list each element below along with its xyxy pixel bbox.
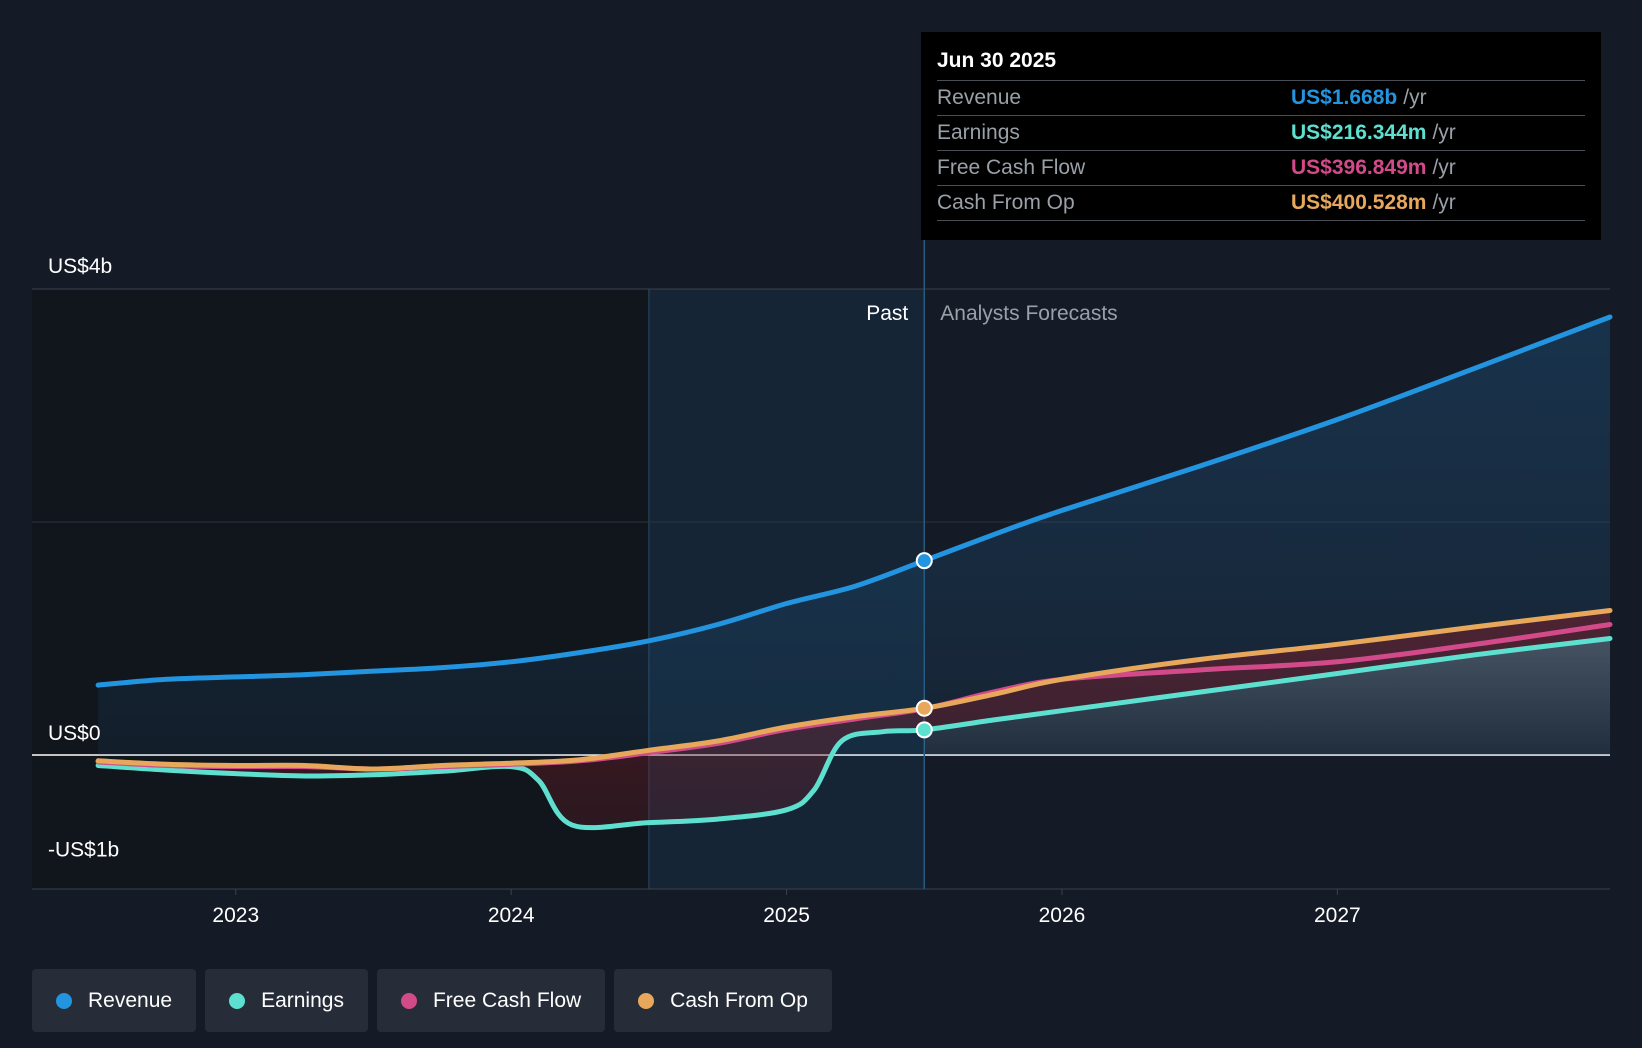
- x-tick-label: 2025: [763, 904, 810, 927]
- revenue-dot-icon: [56, 992, 72, 1009]
- tooltip-value: US$216.344m: [1291, 121, 1427, 144]
- tooltip-unit: /yr: [1403, 86, 1427, 109]
- legend-label: Earnings: [261, 988, 344, 1012]
- tooltip-unit: /yr: [1432, 121, 1456, 144]
- y-axis-label: US$0: [48, 722, 101, 745]
- tooltip-value: US$1.668b: [1291, 86, 1398, 109]
- legend-item-revenue[interactable]: Revenue: [32, 969, 197, 1032]
- tooltip-unit: /yr: [1432, 191, 1456, 214]
- earnings-line: [95, 636, 1613, 831]
- revenue-area: [98, 317, 1610, 755]
- cash-from-op-dot-icon: [638, 992, 655, 1009]
- y-axis-label: US$4b: [48, 255, 112, 278]
- tooltip-label: Earnings: [937, 121, 1020, 144]
- earnings-dot-icon: [229, 992, 246, 1009]
- tooltip-row-free-cash-flow: Free Cash Flow US$396.849m /yr: [937, 151, 1585, 186]
- free-cash-flow-dot-icon: [400, 992, 417, 1009]
- tooltip-value: US$396.849m: [1291, 156, 1427, 179]
- revenue-marker[interactable]: [915, 552, 933, 570]
- chart-legend: Revenue Earnings Free Cash Flow Cash Fro…: [32, 969, 832, 1032]
- legend-label: Free Cash Flow: [432, 988, 582, 1012]
- cash-from-op-line: [95, 608, 1613, 772]
- x-tick-label: 2027: [1314, 904, 1361, 927]
- tooltip-value: US$400.528m: [1291, 191, 1427, 214]
- y-axis-label: -US$1b: [48, 839, 119, 862]
- tooltip-row-cash-from-op: Cash From Op US$400.528m /yr: [937, 186, 1585, 221]
- tooltip-label: Cash From Op: [937, 191, 1075, 214]
- tooltip-label: Free Cash Flow: [937, 156, 1086, 179]
- tooltip-row-revenue: Revenue US$1.668b /yr: [937, 81, 1585, 116]
- x-tick-label: 2023: [212, 904, 259, 927]
- tooltip-label: Revenue: [937, 86, 1022, 109]
- tooltip-date: Jun 30 2025: [937, 46, 1585, 81]
- cash-from-op-marker[interactable]: [915, 699, 933, 717]
- hover-tooltip: Jun 30 2025 Revenue US$1.668b /yr Earnin…: [921, 32, 1601, 240]
- forecast-label: Analysts Forecasts: [940, 302, 1117, 325]
- legend-item-earnings[interactable]: Earnings: [205, 969, 368, 1032]
- x-tick-label: 2024: [488, 904, 535, 927]
- x-tick-label: 2026: [1039, 904, 1086, 927]
- legend-label: Cash From Op: [670, 988, 808, 1012]
- past-label: Past: [866, 302, 908, 325]
- revenue-line: [95, 314, 1613, 688]
- legend-item-free-cash-flow[interactable]: Free Cash Flow: [376, 969, 606, 1032]
- earnings-forecast-area: [924, 638, 1610, 755]
- legend-label: Revenue: [88, 988, 173, 1012]
- legend-item-cash-from-op[interactable]: Cash From Op: [614, 969, 832, 1032]
- tooltip-row-earnings: Earnings US$216.344m /yr: [937, 116, 1585, 151]
- earnings-marker[interactable]: [915, 721, 933, 739]
- tooltip-unit: /yr: [1432, 156, 1456, 179]
